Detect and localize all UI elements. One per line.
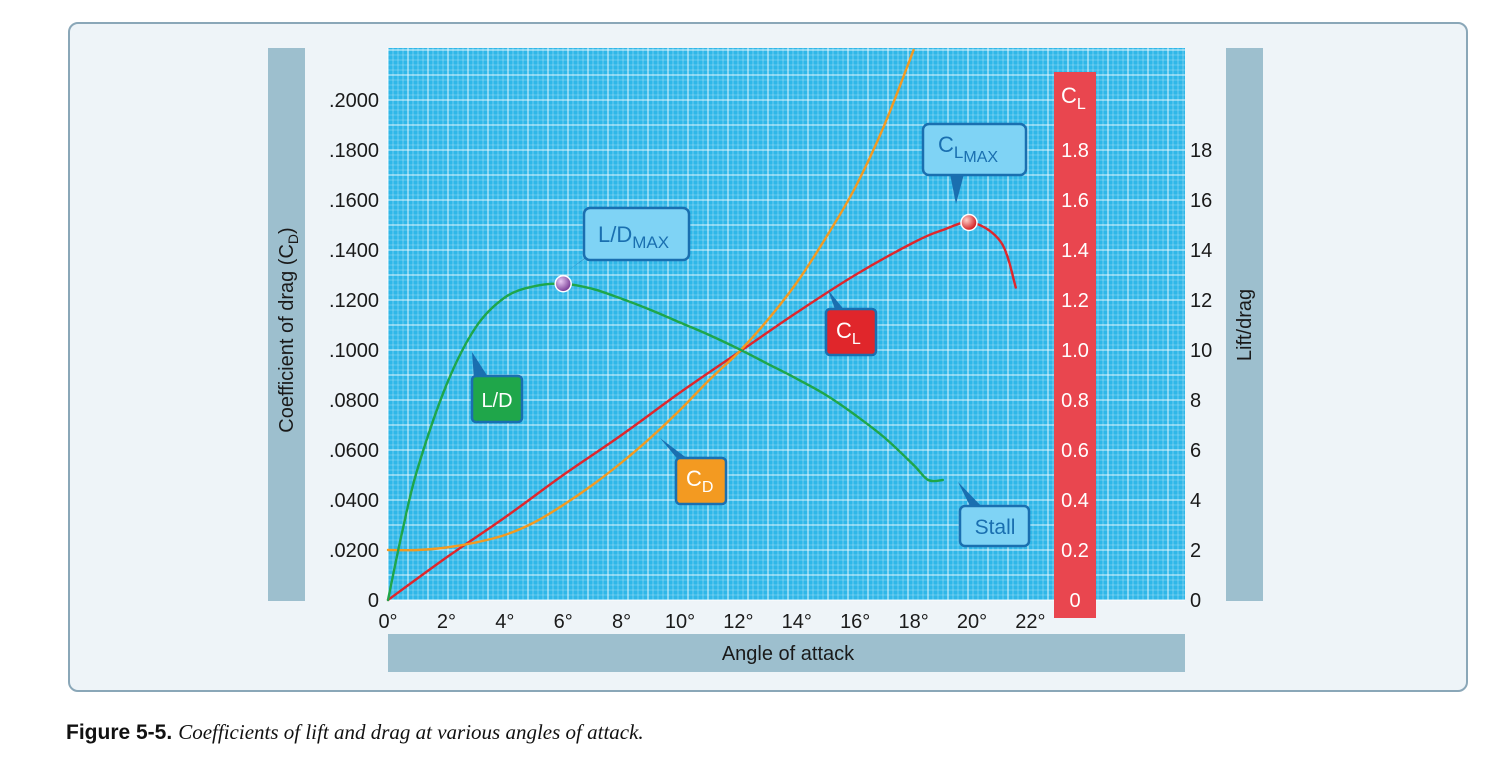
cl-tick-label: 1.8 [1061, 140, 1089, 162]
x-tick-label: 16° [840, 611, 870, 633]
y-left-tick-label: .1600 [329, 190, 379, 212]
x-tick-label: 2° [437, 611, 456, 633]
figure-number: Figure 5-5. [66, 721, 173, 744]
x-axis-title: Angle of attack [722, 643, 855, 665]
svg-text:L/D: L/D [481, 390, 512, 412]
x-tick-label: 12° [723, 611, 753, 633]
figure-caption: Figure 5-5. Coefficients of lift and drag… [66, 720, 644, 745]
x-tick-label: 8° [612, 611, 631, 633]
ld-curve [386, 282, 944, 602]
y-right-tick-label: 18 [1190, 140, 1212, 162]
cd-curve [386, 48, 915, 552]
x-tick-label: 20° [957, 611, 987, 633]
ld-max-callout: L/DMAX [566, 206, 691, 272]
y-axis-left-title: Coefficient of drag (CD) [276, 227, 301, 432]
y-right-tick-label: 10 [1190, 340, 1212, 362]
x-tick-label: 18° [898, 611, 928, 633]
curves [386, 48, 1017, 602]
y-right-tick-label: 2 [1190, 540, 1201, 562]
x-tick-label: 4° [495, 611, 514, 633]
x-tick-label: 22° [1015, 611, 1045, 633]
cl-tick-label: 1.4 [1061, 240, 1089, 262]
x-axis-band [388, 634, 1185, 672]
cl-tick-label: 1.6 [1061, 190, 1089, 212]
y-left-tick-label: .2000 [329, 90, 379, 112]
y-left-tick-label: .0600 [329, 440, 379, 462]
svg-text:CL: CL [836, 318, 861, 348]
x-tick-label: 0° [378, 611, 397, 633]
tick-labels: 0° 2° 4° 6° 8° 10° 12° 14° 16° 18° 20° 22° 0 .0200 .04… [329, 90, 1212, 633]
cl-tick-label: 0.2 [1061, 540, 1089, 562]
y-right-tick-label: 0 [1190, 590, 1201, 612]
y-right-tick-label: 14 [1190, 240, 1212, 262]
ld-series-tag: L/D [470, 352, 524, 424]
y-right-tick-label: 6 [1190, 440, 1201, 462]
x-tick-label: 14° [782, 611, 812, 633]
cl-axis-title: CL [1061, 83, 1086, 113]
svg-text:L/DMAX: L/DMAX [598, 222, 669, 252]
y-right-tick-label: 4 [1190, 490, 1201, 512]
cl-tick-label: 0.8 [1061, 390, 1089, 412]
cl-max-callout: CLMAX [921, 122, 1028, 204]
y-left-tick-label: .0400 [329, 490, 379, 512]
cd-series-tag: CD [660, 438, 728, 506]
y-left-tick-label: .1000 [329, 340, 379, 362]
cl-series-tag: CL [824, 290, 878, 357]
y-left-tick-label: .1200 [329, 290, 379, 312]
ld-max-point [554, 275, 572, 293]
left-axis-band [268, 48, 305, 601]
y-axis-right-title: Lift/drag [1234, 289, 1256, 361]
cl-max-point [960, 213, 978, 232]
right-axis-band [1226, 48, 1263, 601]
y-left-tick-label: .1800 [329, 140, 379, 162]
x-tick-label: 6° [554, 611, 573, 633]
y-right-tick-label: 8 [1190, 390, 1201, 412]
y-left-tick-label: 0 [368, 590, 379, 612]
y-right-tick-label: 12 [1190, 290, 1212, 312]
cl-tick-label: 0 [1069, 590, 1080, 612]
svg-text:CD: CD [686, 466, 713, 496]
svg-text:Stall: Stall [975, 516, 1016, 539]
cl-tick-label: 0.4 [1061, 490, 1089, 512]
figure-caption-text: Coefficients of lift and drag at various… [178, 720, 644, 744]
stall-callout: Stall [958, 482, 1031, 548]
y-left-tick-label: .0200 [329, 540, 379, 562]
y-left-tick-label: .0800 [329, 390, 379, 412]
cl-tick-label: 1.0 [1061, 340, 1089, 362]
cl-tick-label: 1.2 [1061, 290, 1089, 312]
y-left-tick-label: .1400 [329, 240, 379, 262]
y-right-tick-label: 16 [1190, 190, 1212, 212]
svg-text:CLMAX: CLMAX [938, 132, 998, 166]
cl-tick-label: 0.6 [1061, 440, 1089, 462]
cl-axis-band [1054, 72, 1096, 618]
x-tick-label: 10° [665, 611, 695, 633]
